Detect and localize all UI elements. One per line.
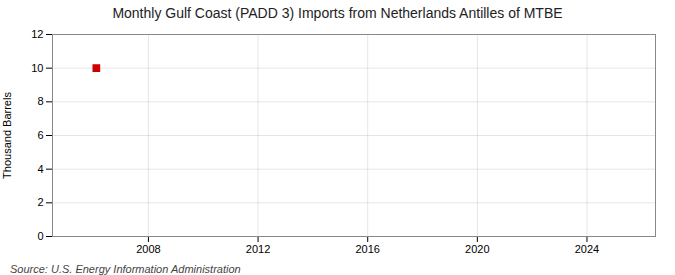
svg-text:Thousand Barrels: Thousand Barrels xyxy=(1,92,13,179)
svg-text:4: 4 xyxy=(37,163,43,175)
svg-text:0: 0 xyxy=(37,230,43,242)
svg-text:2024: 2024 xyxy=(575,243,599,255)
html-text:Monthly Gulf Coast (PADD 3) Im: Monthly Gulf Coast (PADD 3) Imports from… xyxy=(112,5,563,21)
svg-text:2020: 2020 xyxy=(465,243,489,255)
svg-text:2: 2 xyxy=(37,196,43,208)
svg-text:6: 6 xyxy=(37,129,43,141)
svg-text:2008: 2008 xyxy=(136,243,160,255)
html-text:Source: U.S. Energy Informatio: Source: U.S. Energy Information Administ… xyxy=(10,263,241,275)
svg-text:2016: 2016 xyxy=(355,243,379,255)
svg-text:10: 10 xyxy=(31,62,43,74)
svg-text:8: 8 xyxy=(37,95,43,107)
svg-text:2012: 2012 xyxy=(246,243,270,255)
svg-text:12: 12 xyxy=(31,28,43,40)
